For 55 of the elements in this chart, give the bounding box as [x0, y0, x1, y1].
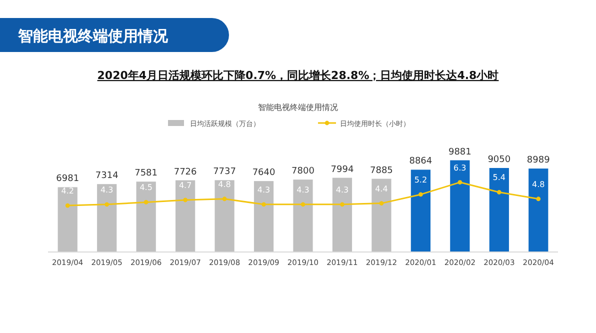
bar [254, 181, 274, 252]
bar [136, 182, 156, 252]
point [379, 201, 384, 206]
bar [58, 187, 78, 252]
point [183, 198, 188, 202]
data-label: 8864 [409, 156, 432, 167]
data-label: 4.2 [61, 186, 74, 196]
point [104, 202, 110, 207]
data-label: 7640 [252, 168, 276, 178]
data-label: 4.3 [257, 185, 270, 194]
data-label: 6.3 [454, 163, 466, 172]
bar [293, 180, 313, 252]
data-label: 4.3 [336, 185, 349, 194]
data-label: 7800 [292, 166, 315, 177]
data-label: 7581 [134, 168, 158, 179]
data-label: 4.8 [218, 180, 231, 189]
bar [97, 184, 117, 252]
bar [332, 178, 352, 252]
data-label: 8989 [526, 156, 550, 166]
point [536, 196, 541, 202]
bar [489, 168, 509, 252]
data-label: 7737 [213, 167, 236, 178]
data-label: 7994 [330, 164, 354, 175]
point [458, 180, 462, 184]
point [144, 200, 148, 204]
point [418, 192, 423, 197]
data-label: 4.5 [140, 183, 152, 192]
bar [372, 178, 392, 252]
data-label: 4.3 [296, 185, 310, 194]
bar [410, 170, 430, 252]
data-label: 4.7 [178, 180, 192, 190]
text: 智能电视终端使用情况 [258, 103, 338, 112]
bar [176, 180, 196, 252]
point [300, 202, 306, 207]
data-label: 7885 [370, 166, 393, 176]
data-label: 4.4 [375, 184, 388, 194]
data-label: 9881 [448, 147, 472, 158]
point [262, 202, 266, 207]
bar [528, 168, 548, 252]
data-label: 4.3 [100, 185, 114, 194]
chart-subtitle: 2020年4月日活规模环比下降0.7%，同比增长28.8%；日均使用时长达4.8小时 [97, 69, 499, 82]
chart-title: 智能电视终端使用情况 [17, 27, 169, 45]
point [340, 202, 344, 207]
point [222, 196, 227, 202]
bar [214, 180, 234, 252]
data-label: 7726 [174, 167, 198, 178]
data-label: 5.4 [492, 173, 506, 182]
bar [450, 160, 470, 252]
point [496, 190, 502, 194]
point [65, 203, 70, 208]
data-label: 9050 [488, 154, 511, 165]
data-label: 5.2 [414, 175, 428, 184]
data-label: 7314 [95, 171, 119, 182]
data-label: 4.8 [532, 180, 545, 189]
data-label: 6981 [56, 174, 80, 184]
